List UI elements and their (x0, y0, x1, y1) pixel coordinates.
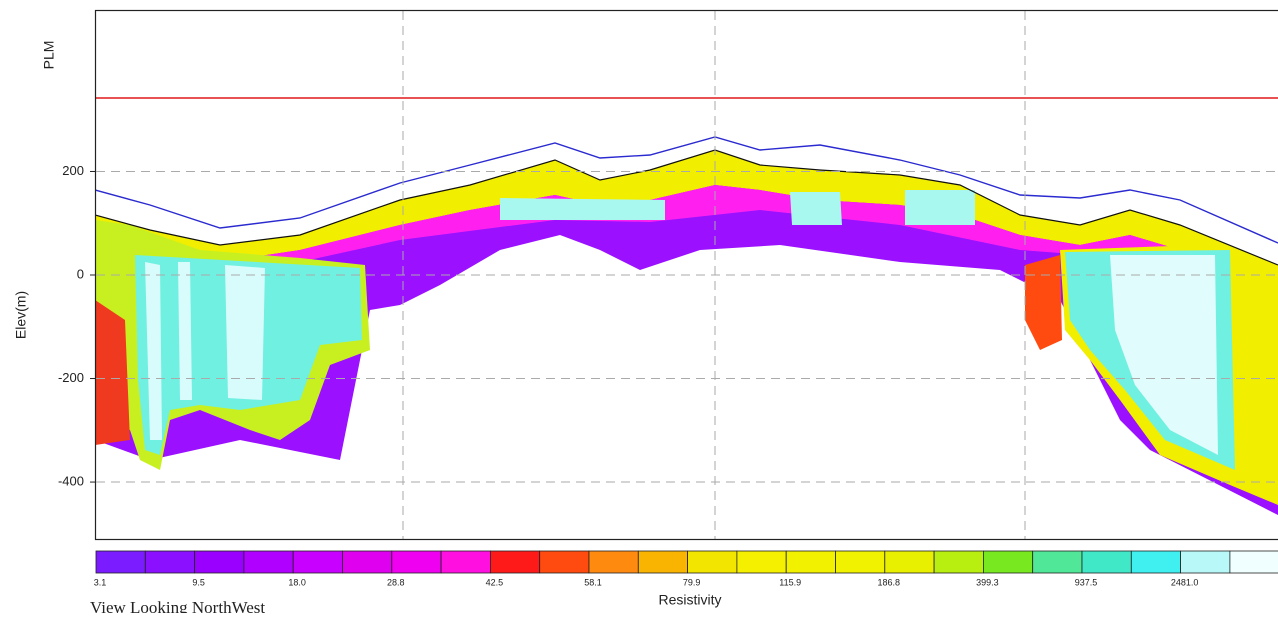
colorbar-tick-label: 42.5 (486, 577, 504, 587)
resistivity-section (95, 137, 1278, 515)
colorbar-tick-label: 937.5 (1075, 577, 1098, 587)
colorbar-swatch (786, 551, 835, 573)
colorbar-swatch (441, 551, 490, 573)
colorbar-swatch (688, 551, 737, 573)
colorbar-tick-label: 28.8 (387, 577, 405, 587)
colorbar-swatch (1131, 551, 1180, 573)
colorbar-swatch (392, 551, 441, 573)
colorbar-tick-label: 18.0 (288, 577, 306, 587)
colorbar-swatch (145, 551, 194, 573)
left-red-flank (95, 300, 130, 445)
colorbar-swatch (96, 551, 145, 573)
footer: View Looking NorthWest (90, 598, 265, 613)
colorbar-swatch (1230, 551, 1278, 573)
colorbar-swatch (343, 551, 392, 573)
y-tick-label: 200 (62, 163, 84, 178)
colorbar-swatch (934, 551, 983, 573)
colorbar-swatch (638, 551, 687, 573)
colorbar-swatch (244, 551, 293, 573)
colorbar-tick-label: 79.9 (683, 577, 701, 587)
colorbar-swatch (885, 551, 934, 573)
y-tick-label: -200 (58, 370, 84, 385)
colorbar-swatch (737, 551, 786, 573)
y-axis-label: Elev(m) (13, 291, 29, 339)
y-tick-label: -400 (58, 473, 84, 488)
y-tick-label: 0 (77, 266, 84, 281)
colorbar-tick-label: 58.1 (584, 577, 602, 587)
colorbar-tick-label: 2481.0 (1171, 577, 1199, 587)
colorbar-tick-label: 115.9 (779, 577, 801, 587)
right-red-flank (1025, 255, 1062, 350)
colorbar-tick-label: 9.5 (192, 577, 205, 587)
colorbar-tick-label: 399.3 (976, 577, 999, 587)
colorbar-tick-label: 3.1 (94, 577, 107, 587)
colorbar-swatch (293, 551, 342, 573)
colorbar-swatch (540, 551, 589, 573)
colorbar-swatch (836, 551, 885, 573)
colorbar-swatch (195, 551, 244, 573)
colorbar-swatch (983, 551, 1032, 573)
colorbar-title: Resistivity (658, 592, 721, 608)
colorbar-swatch (1181, 551, 1230, 573)
colorbar-swatch (1033, 551, 1082, 573)
panel-label: PLM (41, 41, 57, 70)
colorbar-swatch (589, 551, 638, 573)
colorbar-tick-label: 186.8 (878, 577, 901, 587)
colorbar-swatch (490, 551, 539, 573)
colorbar-swatch (1082, 551, 1131, 573)
